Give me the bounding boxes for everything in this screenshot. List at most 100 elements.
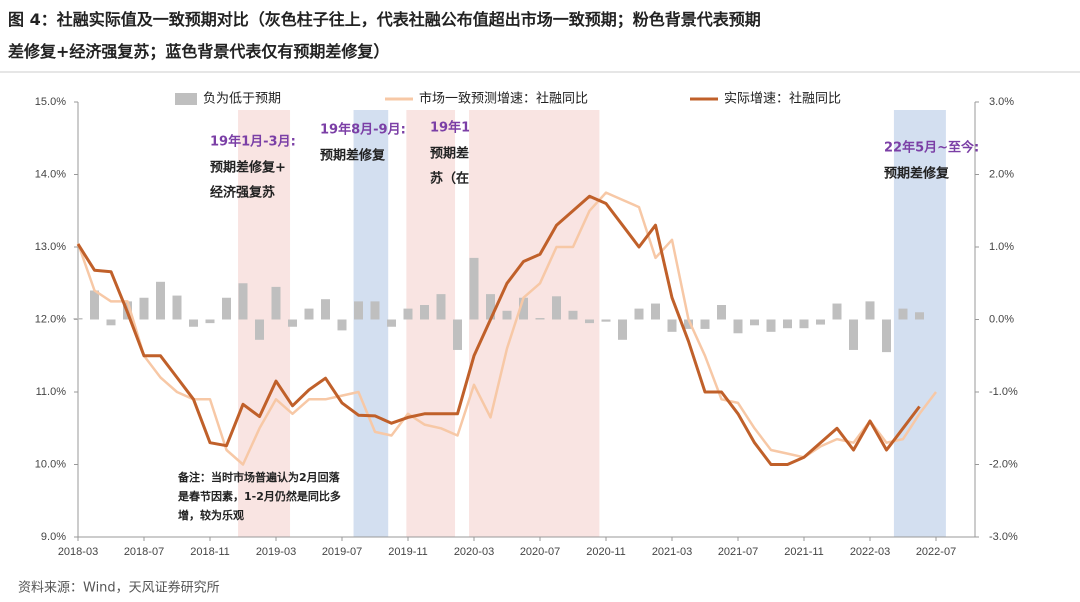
highlight-band — [238, 110, 291, 537]
bar — [882, 319, 891, 353]
x-tick-label: 2018-11 — [190, 546, 230, 558]
bar — [420, 305, 429, 320]
bar — [733, 319, 743, 334]
bar — [106, 319, 116, 326]
x-tick-label: 2018-03 — [58, 546, 98, 558]
legend-swatch — [175, 93, 197, 105]
bar — [172, 295, 182, 320]
x-tick-label: 2020-11 — [586, 546, 626, 558]
x-tick-label: 2022-07 — [916, 546, 956, 558]
bar — [354, 301, 363, 320]
bar — [915, 312, 924, 320]
bar — [667, 319, 677, 332]
bar — [535, 318, 545, 320]
bar — [750, 319, 759, 326]
bar — [816, 319, 825, 325]
bar — [651, 303, 660, 320]
y2-tick-label: 0.0% — [989, 313, 1014, 325]
y2-tick-label: -1.0% — [989, 386, 1018, 398]
y-tick-label: 14.0% — [35, 168, 66, 180]
y-tick-label: 10.0% — [35, 458, 66, 470]
bar — [337, 319, 347, 331]
y2-tick-label: 2.0% — [989, 168, 1014, 180]
legend-label: 实际增速：社融同比 — [724, 91, 841, 107]
bar — [849, 319, 858, 350]
bar — [568, 310, 578, 320]
bar — [684, 319, 693, 329]
bar — [139, 297, 149, 320]
bar — [304, 308, 314, 320]
bar — [436, 294, 446, 320]
y-tick-label: 13.0% — [35, 241, 66, 253]
y2-tick-label: -3.0% — [989, 531, 1018, 543]
bar — [552, 296, 561, 320]
y2-tick-label: 1.0% — [989, 241, 1014, 253]
band-text: 预期差修复 — [320, 148, 386, 164]
bar — [601, 319, 611, 322]
bar — [519, 297, 528, 320]
bar — [403, 308, 413, 320]
x-tick-label: 2020-07 — [520, 546, 560, 558]
x-tick-label: 2020-03 — [454, 546, 494, 558]
band-title: 19年8月-9月: — [320, 122, 406, 138]
x-tick-label: 2018-07 — [124, 546, 164, 558]
band-text: 经济强复苏 — [210, 185, 275, 201]
x-tick-label: 2019-11 — [388, 546, 428, 558]
bar — [370, 301, 380, 320]
x-tick-label: 2021-03 — [652, 546, 692, 558]
legend-label: 市场一致预测增速：社融同比 — [419, 91, 588, 107]
title-line: 差修复+经济强复苏；蓝色背景代表仅有预期差修复） — [8, 42, 389, 61]
source: 资料来源：Wind，天风证券研究所 — [18, 580, 220, 596]
bar — [73, 318, 83, 320]
highlight-band — [406, 110, 456, 537]
bar — [90, 290, 99, 320]
band-title: 19年1月-3月: — [210, 134, 296, 150]
bar — [321, 299, 330, 320]
bar — [189, 319, 198, 327]
x-tick-label: 2019-03 — [256, 546, 296, 558]
x-tick-label: 2021-07 — [718, 546, 758, 558]
bar — [618, 319, 627, 340]
bar — [156, 281, 165, 320]
bar — [222, 297, 231, 320]
y-tick-label: 11.0% — [36, 386, 67, 398]
bar — [717, 305, 726, 320]
bar — [486, 294, 495, 320]
bar — [585, 319, 594, 324]
bar — [453, 319, 462, 350]
note: 增，较为乐观 — [178, 508, 244, 522]
band-text: 预期差修复 — [884, 166, 950, 182]
bar — [832, 303, 842, 320]
bar — [469, 257, 479, 320]
bar — [865, 301, 875, 320]
y2-tick-label: 3.0% — [989, 96, 1014, 108]
highlight-band — [353, 110, 389, 537]
line — [76, 194, 921, 466]
y-tick-label: 12.0% — [35, 313, 66, 325]
bar — [288, 319, 297, 327]
chart-title: 图 4：社融实际值及一致预期对比（灰色柱子往上，代表社融公布值超出市场一致预期；… — [8, 10, 761, 61]
bar — [766, 319, 776, 332]
y-tick-label: 9.0% — [41, 531, 66, 543]
x-tick-label: 2022-03 — [850, 546, 890, 558]
title-line: 图 4：社融实际值及一致预期对比（灰色柱子往上，代表社融公布值超出市场一致预期；… — [8, 10, 761, 29]
bar — [799, 319, 809, 329]
bar — [387, 319, 396, 327]
y-tick-label: 15.0% — [35, 96, 66, 108]
band-text: 预期差修复+ — [210, 160, 286, 176]
bar — [271, 286, 281, 320]
bar — [898, 308, 908, 320]
bar — [502, 310, 512, 320]
bar — [255, 319, 264, 340]
bar — [700, 319, 710, 329]
highlight-band — [893, 110, 946, 537]
bar — [205, 319, 215, 324]
bar — [783, 319, 792, 329]
bar — [238, 283, 248, 320]
band-title: 22年5月~至今: — [884, 140, 979, 156]
y2-tick-label: -2.0% — [989, 458, 1018, 470]
note: 是春节因素，1-2月仍然是同比多 — [177, 489, 341, 503]
x-tick-label: 2021-11 — [784, 546, 824, 558]
